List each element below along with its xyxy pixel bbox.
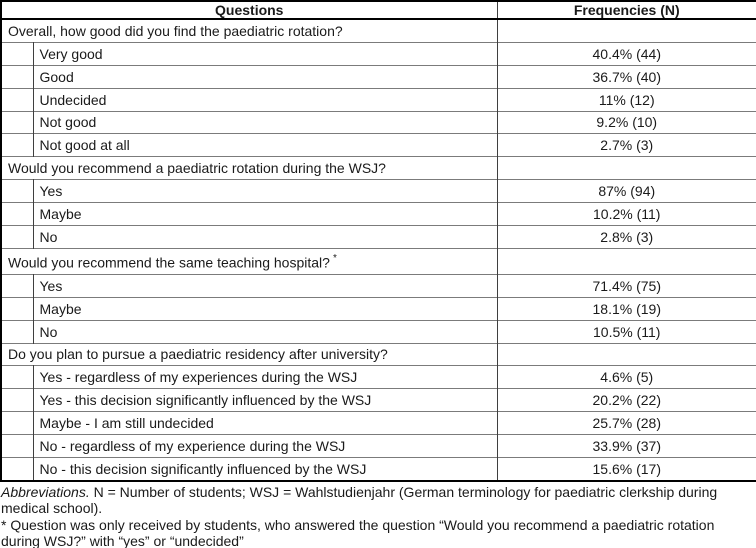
indent-cell bbox=[1, 224, 34, 249]
answer-cell: Not good bbox=[33, 110, 497, 134]
frequency-cell: 18.1% (19) bbox=[496, 296, 756, 321]
question-text: Would you recommend the same teaching ho… bbox=[8, 254, 330, 271]
indent-cell bbox=[1, 133, 34, 157]
indent-cell bbox=[1, 411, 34, 435]
answer-cell: No bbox=[33, 224, 497, 249]
frequency-cell: 15.6% (17) bbox=[496, 456, 756, 481]
question-cell: Would you recommend the same teaching ho… bbox=[1, 247, 497, 275]
table-row: Yes - regardless of my experiences durin… bbox=[1, 365, 756, 389]
answer-cell: Very good bbox=[33, 42, 497, 66]
table-row: No 2.8% (3) bbox=[1, 224, 756, 249]
frequency-cell: 20.2% (22) bbox=[496, 388, 756, 412]
answer-cell: Maybe - I am still undecided bbox=[33, 411, 497, 435]
questions-column-header: Questions bbox=[1, 1, 497, 20]
frequency-cell: 25.7% (28) bbox=[496, 411, 756, 435]
table-row: Yes 87% (94) bbox=[1, 179, 756, 203]
answer-cell: Good bbox=[33, 64, 497, 89]
indent-cell bbox=[1, 179, 34, 203]
table-footnotes: Abbreviations. N = Number of students; W… bbox=[1, 484, 754, 548]
section-question-row: Would you recommend a paediatric rotatio… bbox=[1, 156, 756, 180]
abbreviations-note: Abbreviations. N = Number of students; W… bbox=[1, 484, 754, 517]
answer-cell: Undecided bbox=[33, 87, 497, 112]
frequency-cell: 10.2% (11) bbox=[496, 201, 756, 226]
answer-cell: Not good at all bbox=[33, 133, 497, 157]
table-row: Very good 40.4% (44) bbox=[1, 42, 756, 66]
frequency-cell: 4.6% (5) bbox=[496, 365, 756, 389]
indent-cell bbox=[1, 296, 34, 321]
section-question-row: Do you plan to pursue a paediatric resid… bbox=[1, 342, 756, 366]
indent-cell bbox=[1, 64, 34, 89]
table-row: Undecided 11% (12) bbox=[1, 87, 756, 112]
table-row: Good 36.7% (40) bbox=[1, 64, 756, 89]
table-row: Maybe 10.2% (11) bbox=[1, 201, 756, 226]
answer-cell: No - regardless of my experience during … bbox=[33, 433, 497, 458]
table-row: No 10.5% (11) bbox=[1, 319, 756, 344]
indent-cell bbox=[1, 456, 34, 481]
frequency-cell: 9.2% (10) bbox=[496, 110, 756, 134]
frequency-cell-empty bbox=[496, 342, 756, 366]
answer-cell: No bbox=[33, 319, 497, 344]
answer-cell: Yes bbox=[33, 274, 497, 298]
frequency-cell: 10.5% (11) bbox=[496, 319, 756, 344]
indent-cell bbox=[1, 365, 34, 389]
section-question-row: Overall, how good did you find the paedi… bbox=[1, 18, 756, 43]
frequency-cell: 71.4% (75) bbox=[496, 274, 756, 298]
indent-cell bbox=[1, 319, 34, 344]
indent-cell bbox=[1, 201, 34, 226]
frequency-cell: 11% (12) bbox=[496, 87, 756, 112]
table-row: No - regardless of my experience during … bbox=[1, 433, 756, 458]
table-row: Maybe 18.1% (19) bbox=[1, 296, 756, 321]
frequency-cell: 33.9% (37) bbox=[496, 433, 756, 458]
frequency-cell: 36.7% (40) bbox=[496, 64, 756, 89]
table-row: Yes - this decision significantly influe… bbox=[1, 388, 756, 412]
frequency-cell-empty bbox=[496, 156, 756, 180]
answer-cell: Yes - this decision significantly influe… bbox=[33, 388, 497, 412]
table-row: Not good at all 2.7% (3) bbox=[1, 133, 756, 157]
table-row: Maybe - I am still undecided 25.7% (28) bbox=[1, 411, 756, 435]
frequency-cell: 2.8% (3) bbox=[496, 224, 756, 249]
frequency-cell-empty bbox=[496, 18, 756, 43]
indent-cell bbox=[1, 388, 34, 412]
survey-results-table: Questions Frequencies (N) Overall, how g… bbox=[0, 0, 756, 482]
table-row: Not good 9.2% (10) bbox=[1, 110, 756, 134]
indent-cell bbox=[1, 433, 34, 458]
answer-cell: Maybe bbox=[33, 201, 497, 226]
question-cell: Would you recommend a paediatric rotatio… bbox=[1, 156, 497, 180]
abbreviations-text: N = Number of students; WSJ = Wahlstudie… bbox=[1, 484, 718, 517]
frequencies-column-header: Frequencies (N) bbox=[496, 1, 756, 20]
indent-cell bbox=[1, 42, 34, 66]
indent-cell bbox=[1, 110, 34, 134]
asterisk-footnote: * Question was only received by students… bbox=[1, 516, 715, 548]
frequency-cell-empty bbox=[496, 247, 756, 275]
table-header-row: Questions Frequencies (N) bbox=[1, 1, 756, 20]
answer-cell: No - this decision significantly influen… bbox=[33, 456, 497, 481]
frequency-cell: 40.4% (44) bbox=[496, 42, 756, 66]
question-cell: Do you plan to pursue a paediatric resid… bbox=[1, 342, 497, 366]
frequency-cell: 87% (94) bbox=[496, 179, 756, 203]
table-row: Yes 71.4% (75) bbox=[1, 274, 756, 298]
answer-cell: Yes bbox=[33, 179, 497, 203]
table-row: No - this decision significantly influen… bbox=[1, 456, 756, 481]
indent-cell bbox=[1, 274, 34, 298]
answer-cell: Yes - regardless of my experiences durin… bbox=[33, 365, 497, 389]
abbreviations-label: Abbreviations. bbox=[1, 484, 90, 500]
indent-cell bbox=[1, 87, 34, 112]
question-cell: Overall, how good did you find the paedi… bbox=[1, 18, 497, 43]
frequency-cell: 2.7% (3) bbox=[496, 133, 756, 157]
section-question-row: Would you recommend the same teaching ho… bbox=[1, 247, 756, 275]
answer-cell: Maybe bbox=[33, 296, 497, 321]
footnote-marker: * bbox=[332, 252, 337, 264]
